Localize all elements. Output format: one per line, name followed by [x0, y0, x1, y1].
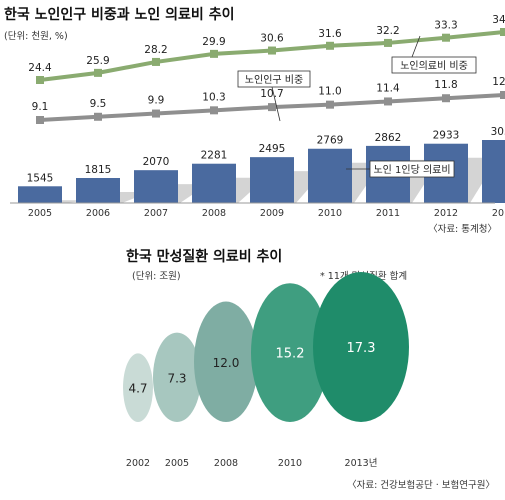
bubble-year-2010: 2010: [278, 458, 302, 469]
green-value-2012: 33.3: [434, 20, 457, 32]
bubble-value-2008: 12.0: [213, 356, 240, 370]
bar-value-2009: 2495: [259, 143, 286, 155]
gray-value-2009: 10.7: [260, 88, 283, 100]
green-value-2010: 31.6: [318, 28, 342, 40]
bar-value-2007: 2070: [143, 156, 170, 168]
point-gray-2012: [442, 94, 450, 103]
point-green-2005: [36, 76, 44, 84]
bubble-year-2005: 2005: [165, 458, 189, 469]
green-value-2007: 28.2: [144, 44, 167, 56]
bar-value-2011: 2862: [375, 132, 402, 144]
point-gray-2009: [268, 103, 276, 112]
point-green-2006: [94, 68, 102, 77]
point-green-2012: [442, 33, 450, 42]
point-gray-2007: [152, 109, 160, 118]
point-gray-2005: [36, 116, 44, 124]
x-tick-2009: 2009: [260, 208, 284, 219]
bar-2010: [308, 148, 352, 203]
point-gray-2013: [500, 91, 505, 99]
bubble-value-2002: 4.7: [128, 382, 147, 396]
gray-value-2008: 10.3: [202, 91, 225, 103]
gray-value-2013: 12.2: [492, 76, 505, 88]
point-gray-2006: [94, 112, 102, 121]
bar-value-2005: 1545: [27, 172, 54, 184]
bubble-2005: [153, 332, 201, 422]
gray-value-2010: 11.0: [318, 86, 341, 98]
bar-2006: [76, 178, 120, 203]
gray-value-2012: 11.8: [434, 79, 457, 91]
x-tick-2007: 2007: [144, 208, 168, 219]
bar-value-2010: 2769: [317, 135, 344, 147]
bar-value-2013: 3054: [491, 126, 505, 138]
legend-green-text: 노인의료비 비중: [400, 60, 468, 72]
bar-value-2006: 1815: [85, 164, 112, 176]
green-value-2009: 30.6: [260, 33, 284, 45]
x-tick-2011: 2011: [376, 208, 400, 219]
gray-value-2006: 9.5: [90, 98, 107, 110]
bar-2013: [482, 140, 505, 203]
bar-2007: [134, 170, 178, 203]
legend-green-leader: [411, 35, 421, 58]
chart1-title: 한국 노인인구 비중과 노인 의료비 추이: [4, 7, 235, 23]
legend-bar-text: 노인 1인당 의료비: [373, 164, 450, 176]
point-gray-2008: [210, 106, 218, 115]
chart2-unit: (단위: 조원): [132, 271, 181, 282]
green-value-2013: 34.5: [492, 14, 505, 26]
bar-2009: [250, 157, 294, 203]
point-green-2009: [268, 46, 276, 55]
bar-2008: [192, 163, 236, 203]
point-gray-2011: [384, 97, 392, 106]
bar-2005: [18, 186, 62, 203]
bubble-value-2013년: 17.3: [347, 341, 376, 356]
legend-gray-text: 노인인구 비중: [245, 74, 303, 86]
chart1-source: 〈자료: 통계청〉: [428, 223, 497, 235]
x-tick-2005: 2005: [28, 208, 52, 219]
chart2-title: 한국 만성질환 의료비 추이: [126, 249, 283, 265]
chart1-svg: 1545 2005 1815 2006 2070 2007 2281 2008 2495 2009…: [10, 14, 505, 235]
legend-gray-box: [237, 70, 311, 88]
legend-bar-box: [369, 160, 455, 178]
x-tick-2008: 2008: [202, 208, 226, 219]
bubble-2013년: [313, 272, 409, 422]
bubble-year-2008: 2008: [214, 458, 238, 469]
point-green-2013: [500, 28, 505, 36]
green-value-2005: 24.4: [28, 62, 52, 74]
bar-value-2012: 2933: [433, 130, 460, 142]
bubble-year-2013년: 2013년: [345, 458, 378, 469]
x-tick-2012: 2012: [434, 208, 458, 219]
x-tick-2010: 2010: [318, 208, 342, 219]
green-value-2008: 29.9: [202, 36, 225, 48]
x-tick-2006: 2006: [86, 208, 110, 219]
x-tick-2013: 2013: [492, 208, 505, 219]
point-green-2008: [210, 49, 218, 58]
bubble-2008: [194, 301, 258, 422]
bar-value-2008: 2281: [201, 150, 228, 162]
green-value-2011: 32.2: [376, 25, 399, 37]
gray-value-2005: 9.1: [32, 101, 49, 113]
gray-value-2007: 9.9: [148, 95, 165, 107]
bubble-year-2002: 2002: [126, 458, 150, 469]
bubble-2002: [123, 353, 153, 423]
legend-green-box: [391, 56, 477, 74]
point-green-2010: [326, 41, 334, 50]
gray-value-2011: 11.4: [376, 82, 400, 94]
bubble-value-2010: 15.2: [276, 347, 305, 362]
green-value-2006: 25.9: [86, 55, 109, 67]
point-green-2007: [152, 57, 160, 66]
bubble-value-2005: 7.3: [167, 371, 186, 385]
point-green-2011: [384, 38, 392, 47]
chart1-unit: (단위: 천원, %): [4, 31, 68, 42]
bubble-2010: [251, 283, 329, 422]
chart2-source: 〈자료: 건강보험공단 · 보험연구원〉: [347, 480, 495, 491]
point-gray-2010: [326, 100, 334, 109]
legend-gray-leader: [271, 86, 281, 122]
